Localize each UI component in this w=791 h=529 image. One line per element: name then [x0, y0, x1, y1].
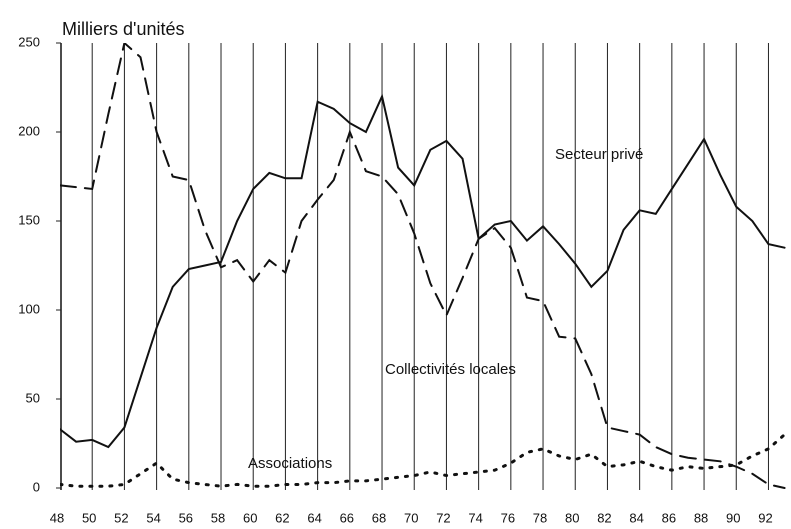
y-tick-label: 250 [18, 34, 40, 49]
x-tick-label: 90 [726, 510, 740, 525]
x-tick-label: 62 [275, 510, 289, 525]
y-tick-label: 100 [18, 301, 40, 316]
x-tick-label: 84 [629, 510, 643, 525]
x-tick-label: 50 [82, 510, 96, 525]
x-tick-label: 54 [146, 510, 160, 525]
y-tick-label: 0 [33, 479, 40, 494]
x-tick-label: 74 [468, 510, 482, 525]
series-label: Collectivités locales [385, 361, 516, 378]
x-tick-label: 82 [597, 510, 611, 525]
y-tick-label: 200 [18, 123, 40, 138]
x-tick-label: 70 [404, 510, 418, 525]
series-label: Secteur privé [555, 146, 643, 163]
x-tick-label: 64 [307, 510, 321, 525]
x-tick-label: 92 [758, 510, 772, 525]
series-line [60, 43, 786, 489]
x-tick-label: 60 [243, 510, 257, 525]
x-tick-label: 78 [533, 510, 547, 525]
x-tick-label: 80 [565, 510, 579, 525]
x-tick-label: 86 [662, 510, 676, 525]
series-line [60, 433, 787, 488]
series-line [60, 93, 786, 449]
x-tick-label: 56 [179, 510, 193, 525]
x-tick-label: 76 [501, 510, 515, 525]
x-tick-label: 58 [211, 510, 225, 525]
x-tick-label: 88 [694, 510, 708, 525]
x-tick-label: 48 [50, 510, 64, 525]
series-label: Associations [248, 455, 332, 472]
axis-title: Milliers d'unités [62, 19, 184, 39]
y-tick-label: 150 [18, 212, 40, 227]
x-tick-label: 66 [340, 510, 354, 525]
x-tick-label: 52 [114, 510, 128, 525]
y-tick-label: 50 [26, 390, 40, 405]
x-tick-label: 68 [372, 510, 386, 525]
x-tick-label: 72 [436, 510, 450, 525]
